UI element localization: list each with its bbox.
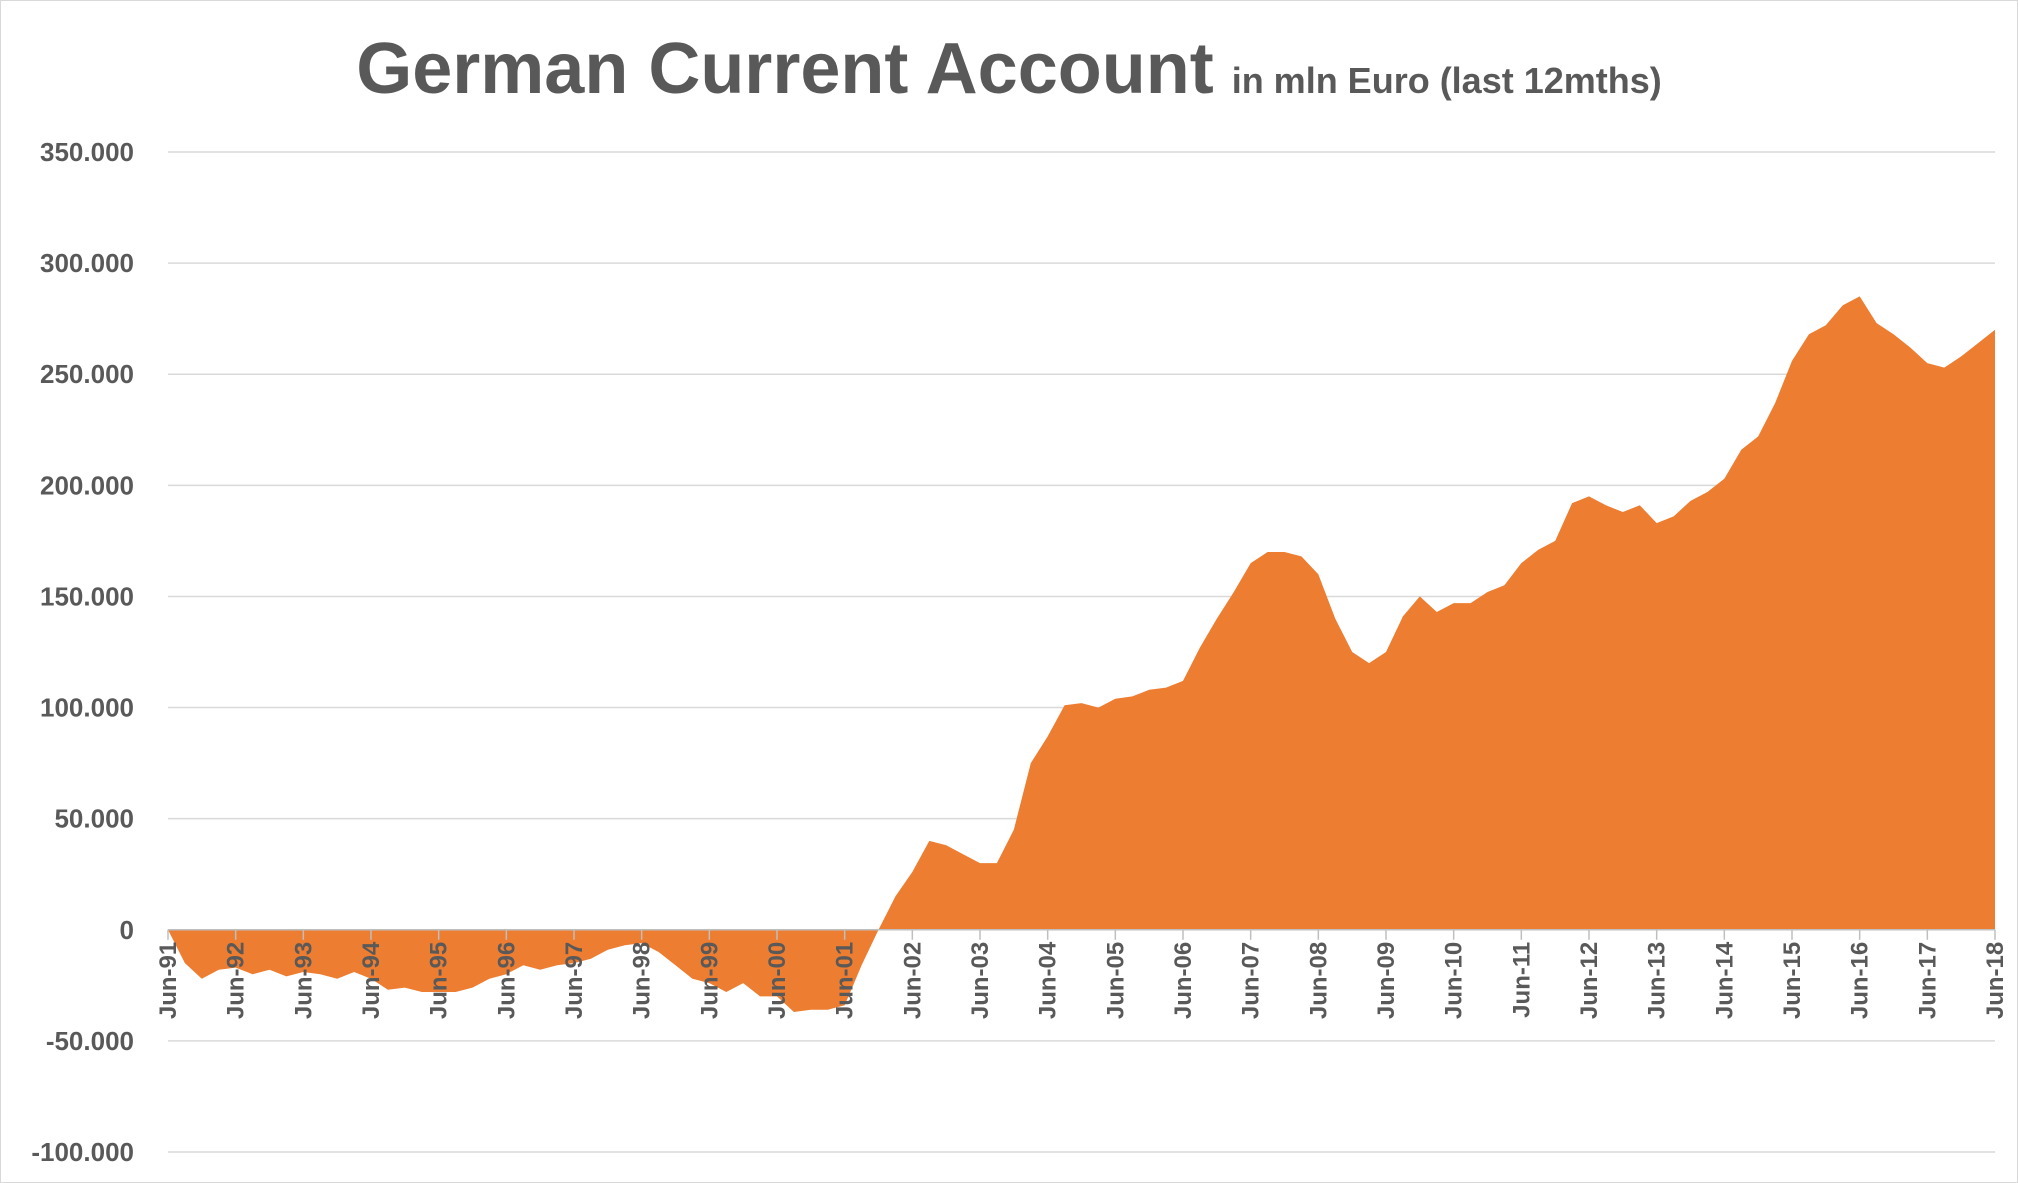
- y-tick-label: 350.000: [40, 137, 134, 167]
- x-tick-label: Jun-17: [1914, 942, 1941, 1019]
- x-tick-label: Jun-99: [696, 942, 723, 1019]
- x-tick-label: Jun-93: [290, 942, 317, 1019]
- chart-subtitle: in mln Euro (last 12mths): [1231, 60, 1662, 101]
- x-tick-label: Jun-11: [1508, 942, 1535, 1018]
- y-tick-label: 250.000: [40, 359, 134, 389]
- x-tick-label: Jun-08: [1305, 942, 1332, 1019]
- x-tick-label: Jun-97: [561, 942, 588, 1019]
- x-tick-label: Jun-07: [1238, 942, 1265, 1019]
- x-tick-label: Jun-04: [1035, 941, 1062, 1019]
- y-axis-tick-labels: -100.000 -50.000 0 50.000 100.000 150.000 200.…: [31, 137, 134, 1167]
- y-tick-label: 200.000: [40, 470, 134, 500]
- x-tick-label: Jun-18: [1982, 942, 2009, 1019]
- x-tick-label: Jun-98: [629, 942, 656, 1019]
- x-tick-label: Jun-03: [967, 942, 994, 1019]
- x-tick-label: Jun-15: [1779, 942, 1806, 1019]
- x-tick-label: Jun-10: [1441, 942, 1468, 1019]
- x-tick-label: Jun-94: [358, 941, 385, 1019]
- y-tick-label: 150.000: [40, 581, 134, 611]
- x-tick-label: Jun-05: [1102, 942, 1129, 1019]
- x-tick-label: Jun-12: [1576, 942, 1603, 1019]
- x-tick-label: Jun-00: [764, 942, 791, 1019]
- x-tick-label: Jun-01: [832, 942, 859, 1019]
- x-tick-label: Jun-09: [1373, 942, 1400, 1019]
- x-axis-tick-labels: Jun-91 Jun-92 Jun-93 Jun-94 Jun-95 Jun-96 Jun-…: [155, 941, 2009, 1019]
- x-tick-label: Jun-92: [223, 942, 250, 1019]
- x-tick-label: Jun-16: [1847, 942, 1874, 1019]
- x-tick-label: Jun-91: [155, 942, 182, 1019]
- x-tick-label: Jun-96: [493, 942, 520, 1019]
- area-series: [168, 296, 1995, 1012]
- chart-title: German Current Account in mln Euro (last …: [0, 28, 2018, 110]
- y-tick-label: 50.000: [54, 804, 134, 834]
- y-tick-label: 300.000: [40, 248, 134, 278]
- x-tick-label: Jun-02: [899, 942, 926, 1019]
- y-tick-label: -50.000: [46, 1026, 134, 1056]
- y-tick-label: -100.000: [31, 1137, 134, 1167]
- x-tick-label: Jun-95: [426, 942, 453, 1019]
- x-axis: [167, 929, 1996, 940]
- x-tick-label: Jun-13: [1644, 942, 1671, 1019]
- x-tick-label: Jun-14: [1711, 941, 1738, 1019]
- x-tick-label: Jun-06: [1170, 942, 1197, 1019]
- chart-title-main: German Current Account: [356, 29, 1214, 109]
- y-tick-label: 0: [120, 915, 134, 945]
- y-tick-label: 100.000: [40, 693, 134, 723]
- area-current-account: [168, 296, 1995, 1012]
